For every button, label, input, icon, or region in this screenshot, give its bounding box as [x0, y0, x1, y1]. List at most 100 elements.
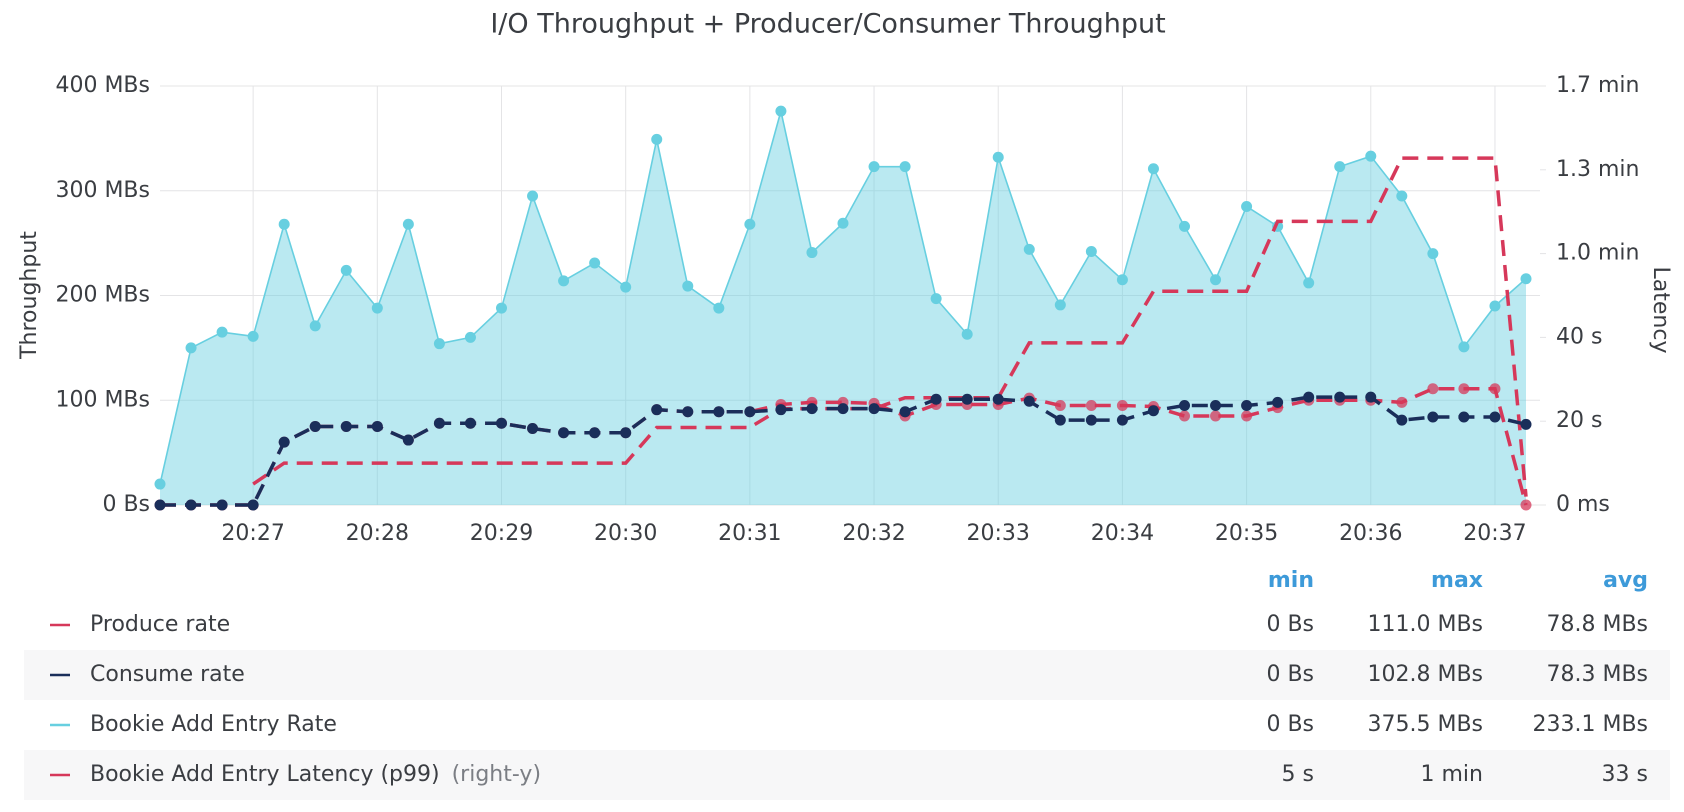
- y-axis-title: Throughput: [17, 231, 42, 360]
- legend-row-bg: [24, 750, 1670, 800]
- legend-header: min: [1268, 568, 1314, 593]
- point: [1179, 220, 1190, 232]
- legend-stat: 78.3 MBs: [1546, 662, 1648, 687]
- x-tick-label: 20:29: [470, 521, 533, 546]
- legend-header: avg: [1603, 568, 1648, 593]
- point: [837, 217, 849, 229]
- point: [1396, 190, 1408, 202]
- point: [775, 404, 787, 416]
- point: [1147, 163, 1159, 175]
- point: [1147, 405, 1159, 417]
- point: [340, 264, 352, 276]
- point: [216, 499, 228, 511]
- y-tick-label: 200 MBs: [55, 283, 150, 308]
- point: [806, 247, 818, 259]
- x-tick-label: 20:34: [1091, 521, 1154, 546]
- legend-label: Bookie Add Entry Latency (p99): [90, 762, 440, 787]
- point: [433, 338, 445, 350]
- x-tick-label: 20:32: [842, 521, 905, 546]
- legend-stat: 0 Bs: [1266, 712, 1314, 737]
- point: [527, 423, 539, 435]
- point: [992, 393, 1004, 405]
- point: [1085, 399, 1097, 411]
- point: [1179, 410, 1190, 422]
- y2-tick-label: 1.7 min: [1556, 73, 1639, 98]
- point: [992, 151, 1004, 163]
- legend-stat: 375.5 MBs: [1367, 712, 1483, 737]
- point: [961, 328, 973, 340]
- legend-stat: 78.8 MBs: [1546, 612, 1648, 637]
- legend-note: (right-y): [452, 762, 541, 787]
- point: [1116, 399, 1128, 411]
- point: [620, 281, 632, 293]
- point: [1241, 399, 1253, 411]
- x-tick-label: 20:33: [967, 521, 1030, 546]
- y-tick-label: 300 MBs: [55, 178, 150, 203]
- point: [713, 406, 725, 418]
- point: [1054, 414, 1066, 426]
- point: [247, 330, 259, 342]
- point: [1334, 391, 1346, 403]
- point: [1210, 410, 1222, 422]
- point: [1085, 414, 1097, 426]
- legend-stat: 33 s: [1602, 762, 1648, 787]
- x-tick-label: 20:36: [1339, 521, 1402, 546]
- y-tick-label: 100 MBs: [55, 387, 150, 412]
- point: [713, 302, 725, 314]
- point: [154, 499, 166, 511]
- point: [1179, 399, 1190, 411]
- point: [868, 403, 880, 415]
- point: [278, 218, 290, 230]
- point: [589, 427, 601, 439]
- legend-label: Bookie Add Entry Rate: [90, 712, 337, 737]
- point: [589, 257, 601, 269]
- legend-row-bg: [24, 650, 1670, 700]
- legend-stat: 0 Bs: [1266, 612, 1314, 637]
- point: [1023, 243, 1035, 255]
- point: [1116, 274, 1128, 286]
- point: [1210, 274, 1222, 286]
- point: [1458, 341, 1470, 353]
- point: [837, 403, 849, 415]
- x-tick-label: 20:35: [1215, 521, 1278, 546]
- legend-stat: 0 Bs: [1266, 662, 1314, 687]
- point: [1303, 391, 1315, 403]
- point: [930, 393, 942, 405]
- point: [340, 420, 352, 432]
- point: [651, 404, 663, 416]
- point: [1427, 383, 1439, 395]
- point: [1520, 499, 1532, 511]
- point: [1396, 396, 1408, 408]
- point: [1085, 246, 1097, 258]
- point: [1489, 300, 1501, 312]
- point: [1489, 383, 1501, 395]
- legend-stat: 111.0 MBs: [1367, 612, 1483, 637]
- point: [1520, 418, 1532, 430]
- point: [433, 417, 445, 429]
- point: [1520, 273, 1532, 285]
- point: [1023, 395, 1035, 407]
- y2-tick-label: 1.0 min: [1556, 241, 1639, 266]
- point: [682, 406, 694, 418]
- point: [464, 331, 476, 343]
- legend-stat: 5 s: [1282, 762, 1314, 787]
- point: [496, 417, 507, 429]
- point: [930, 293, 942, 305]
- point: [185, 342, 197, 354]
- point: [558, 427, 570, 439]
- x-tick-label: 20:28: [346, 521, 409, 546]
- point: [1489, 411, 1501, 423]
- y2-tick-label: 1.3 min: [1556, 157, 1639, 182]
- point: [620, 427, 632, 439]
- point: [558, 275, 570, 287]
- point: [371, 420, 383, 432]
- y2-tick-label: 40 s: [1556, 324, 1602, 349]
- chart-title: I/O Throughput + Producer/Consumer Throu…: [490, 9, 1165, 40]
- y-tick-label: 0 Bs: [102, 492, 150, 517]
- line: [252, 156, 1528, 497]
- point: [1241, 410, 1253, 422]
- point: [247, 499, 259, 511]
- point: [464, 417, 476, 429]
- legend-label: Produce rate: [90, 612, 230, 637]
- y2-tick-label: 0 ms: [1556, 492, 1610, 517]
